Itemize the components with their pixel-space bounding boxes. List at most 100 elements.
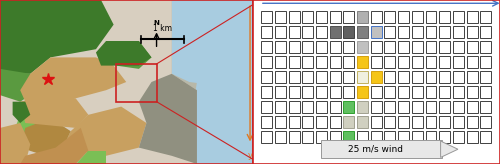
Bar (275, 86, 286, 98)
Bar (330, 41, 340, 53)
Bar (316, 11, 327, 23)
Bar (398, 56, 409, 68)
Bar (384, 116, 396, 128)
Bar (480, 101, 491, 113)
Bar (302, 116, 314, 128)
Polygon shape (0, 0, 114, 74)
Bar (302, 56, 314, 68)
Bar (466, 41, 477, 53)
Bar (344, 86, 354, 98)
Polygon shape (76, 151, 106, 164)
Bar (466, 11, 477, 23)
Bar (262, 86, 272, 98)
Bar (398, 131, 409, 143)
Bar (398, 101, 409, 113)
Bar (426, 26, 436, 38)
Polygon shape (12, 107, 56, 144)
Bar (316, 101, 327, 113)
Bar (302, 41, 314, 53)
Bar (288, 26, 300, 38)
Bar (412, 11, 423, 23)
Bar (426, 101, 436, 113)
Bar (275, 41, 286, 53)
Bar (275, 56, 286, 68)
Bar (384, 131, 396, 143)
Bar (453, 11, 464, 23)
Bar (116, 64, 156, 102)
Bar (453, 71, 464, 83)
Polygon shape (38, 131, 76, 164)
Bar (453, 116, 464, 128)
Bar (288, 131, 300, 143)
Bar (330, 71, 340, 83)
Bar (357, 86, 368, 98)
Bar (262, 116, 272, 128)
Bar (426, 56, 436, 68)
Bar (480, 26, 491, 38)
Bar (262, 11, 272, 23)
Bar (412, 101, 423, 113)
Bar (262, 26, 272, 38)
Polygon shape (106, 41, 152, 69)
Bar (412, 41, 423, 53)
Bar (412, 71, 423, 83)
Bar (466, 116, 477, 128)
Bar (275, 101, 286, 113)
Bar (426, 11, 436, 23)
Bar (426, 131, 436, 143)
Polygon shape (0, 0, 197, 164)
Bar (275, 131, 286, 143)
Bar (371, 86, 382, 98)
Bar (426, 116, 436, 128)
Polygon shape (182, 0, 252, 164)
Bar (316, 56, 327, 68)
Bar (412, 26, 423, 38)
Bar (357, 26, 368, 38)
Bar (344, 56, 354, 68)
Bar (480, 116, 491, 128)
Polygon shape (172, 0, 252, 90)
Bar (384, 26, 396, 38)
Bar (466, 86, 477, 98)
Bar (384, 101, 396, 113)
Bar (371, 131, 382, 143)
Bar (275, 11, 286, 23)
Bar (288, 56, 300, 68)
Polygon shape (139, 74, 197, 164)
Bar (398, 116, 409, 128)
Bar (466, 56, 477, 68)
Bar (453, 86, 464, 98)
Text: y: y (248, 151, 252, 160)
Bar (426, 41, 436, 53)
Bar (384, 71, 396, 83)
Bar (330, 26, 340, 38)
Bar (466, 131, 477, 143)
Bar (288, 86, 300, 98)
Bar (316, 71, 327, 83)
Bar (371, 41, 382, 53)
Bar (344, 71, 354, 83)
Bar (371, 56, 382, 68)
Bar (439, 131, 450, 143)
Bar (398, 11, 409, 23)
Bar (302, 86, 314, 98)
Polygon shape (0, 123, 30, 164)
Bar (302, 11, 314, 23)
Bar (288, 41, 300, 53)
Bar (262, 41, 272, 53)
Polygon shape (20, 128, 88, 164)
Bar (398, 26, 409, 38)
Bar (371, 71, 382, 83)
Bar (302, 131, 314, 143)
Bar (439, 26, 450, 38)
Text: 1 km: 1 km (154, 24, 172, 33)
Bar (344, 41, 354, 53)
Polygon shape (20, 57, 126, 102)
Bar (480, 56, 491, 68)
Bar (275, 71, 286, 83)
Polygon shape (96, 41, 152, 66)
Bar (480, 41, 491, 53)
Polygon shape (63, 107, 146, 156)
Bar (439, 116, 450, 128)
FancyBboxPatch shape (320, 140, 442, 158)
